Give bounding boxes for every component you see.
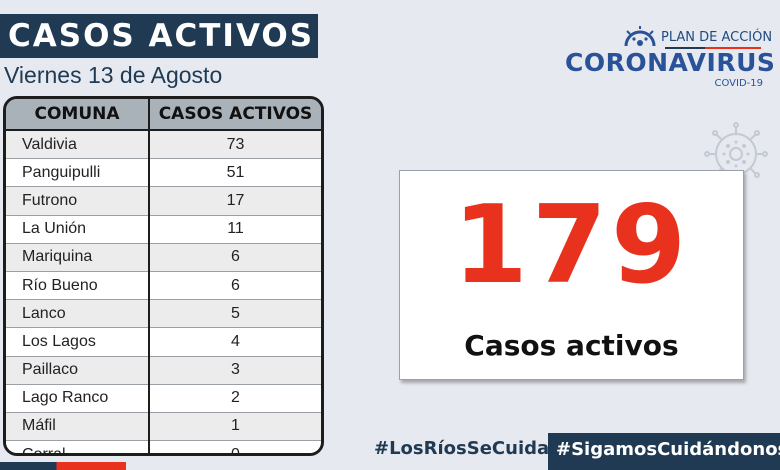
virus-icon [704, 122, 768, 186]
table-row: La Unión 11 [6, 214, 321, 244]
virus-icon [624, 26, 656, 46]
logo-plan-text: PLAN DE ACCIÓN [661, 30, 773, 45]
logo-underline [665, 47, 761, 49]
logo-sub-text: COVID-19 [714, 78, 763, 89]
comuna-cell: Futrono [6, 186, 150, 216]
table-row: Mariquina 6 [6, 242, 321, 272]
plan-coronavirus-logo: PLAN DE ACCIÓN CORONAVIRUS COVID-19 [565, 26, 775, 92]
flag-strip [0, 462, 126, 470]
total-active-cases-card: 179 Casos activos [399, 170, 744, 380]
logo-main-text: CORONAVIRUS [565, 48, 776, 77]
comuna-cell: Lanco [6, 299, 150, 328]
comuna-cell: Mariquina [6, 242, 150, 272]
casos-cell: 1 [149, 411, 321, 441]
comuna-cell: Lago Ranco [6, 383, 150, 413]
table-header-row: COMUNA CASOS ACTIVOS [6, 99, 321, 131]
comuna-cell: Río Bueno [6, 270, 150, 300]
casos-cell: 5 [149, 299, 321, 328]
table-row: Los Lagos 4 [6, 327, 321, 356]
comuna-cell: Valdivia [6, 129, 150, 159]
table-row: Valdivia 73 [6, 129, 321, 159]
comuna-cell: Corral [6, 440, 150, 453]
casos-cell: 2 [149, 383, 321, 413]
comuna-cell: Panguipulli [6, 158, 150, 187]
column-header-casos: CASOS ACTIVOS [149, 99, 321, 131]
casos-cell: 73 [149, 129, 321, 159]
casos-cell: 6 [149, 270, 321, 300]
hashtag-los-rios: #LosRíosSeCuida [364, 433, 560, 465]
table-row: Máfil 1 [6, 411, 321, 441]
comuna-cell: Paillaco [6, 355, 150, 385]
comuna-cell: Máfil [6, 411, 150, 441]
table-row: Paillaco 3 [6, 355, 321, 385]
casos-cell: 4 [149, 327, 321, 356]
casos-cell: 0 [149, 440, 321, 453]
casos-cell: 3 [149, 355, 321, 385]
casos-cell: 17 [149, 186, 321, 216]
active-cases-table: COMUNA CASOS ACTIVOS Valdivia 73 Panguip… [3, 96, 324, 456]
table-row: Río Bueno 6 [6, 270, 321, 300]
hashtag-sigamos: #SigamosCuidándonos [548, 433, 780, 470]
table-row: Lanco 5 [6, 299, 321, 328]
table-row: Panguipulli 51 [6, 158, 321, 187]
page-title: CASOS ACTIVOS [0, 14, 318, 58]
table-row: Lago Ranco 2 [6, 383, 321, 413]
casos-cell: 6 [149, 242, 321, 272]
total-active-cases: 179 [452, 183, 691, 308]
comuna-cell: La Unión [6, 214, 150, 244]
comuna-cell: Los Lagos [6, 327, 150, 356]
casos-cell: 51 [149, 158, 321, 187]
table-row: Corral 0 [6, 440, 321, 453]
report-date: Viernes 13 de Agosto [4, 62, 223, 88]
total-active-cases-label: Casos activos [464, 329, 679, 362]
column-header-comuna: COMUNA [6, 99, 150, 131]
table-row: Futrono 17 [6, 186, 321, 216]
casos-cell: 11 [149, 214, 321, 244]
